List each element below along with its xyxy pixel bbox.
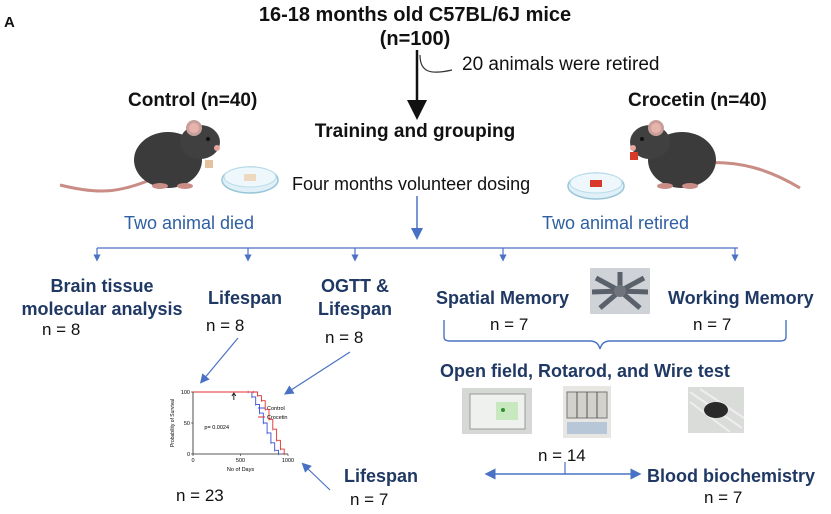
training-label: Training and grouping xyxy=(314,121,516,142)
branch-ticks xyxy=(93,248,739,262)
spatial-memory-title: Spatial Memory xyxy=(436,288,570,308)
y-tick-label: 0 xyxy=(187,452,190,458)
blood-biochemistry-n: n = 7 xyxy=(704,488,743,507)
survival-chart: 0 500 1000 0 50 100 No of Days Probability of S… xyxy=(170,390,294,473)
open-field-title: Open field, Rotarod, and Wire test xyxy=(440,361,730,381)
memory-bracket xyxy=(443,320,787,350)
x-tick-label: 1000 xyxy=(282,458,294,464)
p-value-annotation: p= 0.0024 xyxy=(204,425,229,431)
brain-analysis-title: Brain tissue molecular analysis xyxy=(21,276,183,319)
lifespan2-title: Lifespan xyxy=(344,466,419,486)
crocetin-dish xyxy=(567,172,625,200)
lifespan1-pointer xyxy=(199,337,239,384)
retired-curve xyxy=(419,54,453,73)
working-memory-n: n = 7 xyxy=(693,315,732,334)
lifespan1-n: n = 8 xyxy=(206,316,245,335)
blood-biochemistry-title: Blood biochemistry xyxy=(647,466,816,486)
retired-note: 20 animals were retired xyxy=(462,54,660,75)
lifespan2-pointer xyxy=(301,462,331,491)
lifespan1-title: Lifespan xyxy=(208,288,283,308)
y-tick-label: 50 xyxy=(184,421,190,427)
ogtt-lifespan-title: OGTT & Lifespan xyxy=(317,276,392,319)
x-tick-label: 500 xyxy=(236,458,245,464)
chart-arrow-head xyxy=(231,392,237,397)
x-tick-label: 0 xyxy=(191,458,194,464)
wire-test-photo xyxy=(688,387,745,433)
legend-label-crocetin: Crocetin xyxy=(267,415,287,421)
y-axis-label: Probability of Survival xyxy=(170,399,176,447)
cohort-size: (n=100) xyxy=(379,28,451,50)
open-field-photo xyxy=(462,388,532,434)
legend-label-control: Control xyxy=(267,406,285,412)
crocetin-group-label: Crocetin (n=40) xyxy=(628,90,767,111)
survival-total-n: n = 23 xyxy=(176,486,224,505)
crocetin-mouse-illustration xyxy=(630,120,801,190)
control-note: Two animal died xyxy=(124,213,255,233)
brain-analysis-n: n = 8 xyxy=(42,320,81,339)
ogtt-n: n = 8 xyxy=(325,328,364,347)
x-axis-label: No of Days xyxy=(227,467,254,473)
ogtt-pointer xyxy=(283,351,351,395)
y-tick-label: 100 xyxy=(181,390,190,396)
panel-label: A xyxy=(4,14,15,31)
series-line-crocetin xyxy=(193,391,285,454)
crocetin-note: Two animal retired xyxy=(542,213,690,233)
open-field-n: n = 14 xyxy=(538,446,586,465)
control-dish xyxy=(221,166,279,194)
control-group-label: Control (n=40) xyxy=(128,90,258,111)
control-mouse-illustration xyxy=(59,120,220,193)
radial-maze-photo xyxy=(590,268,650,314)
lifespan2-n: n = 7 xyxy=(350,490,389,509)
cohort-title: 16-18 months old C57BL/6J mice xyxy=(258,4,572,26)
spatial-memory-n: n = 7 xyxy=(490,315,529,334)
rotarod-photo xyxy=(563,386,611,438)
series-line-control xyxy=(193,391,279,454)
working-memory-title: Working Memory xyxy=(668,288,814,308)
dosing-label: Four months volunteer dosing xyxy=(292,174,531,194)
